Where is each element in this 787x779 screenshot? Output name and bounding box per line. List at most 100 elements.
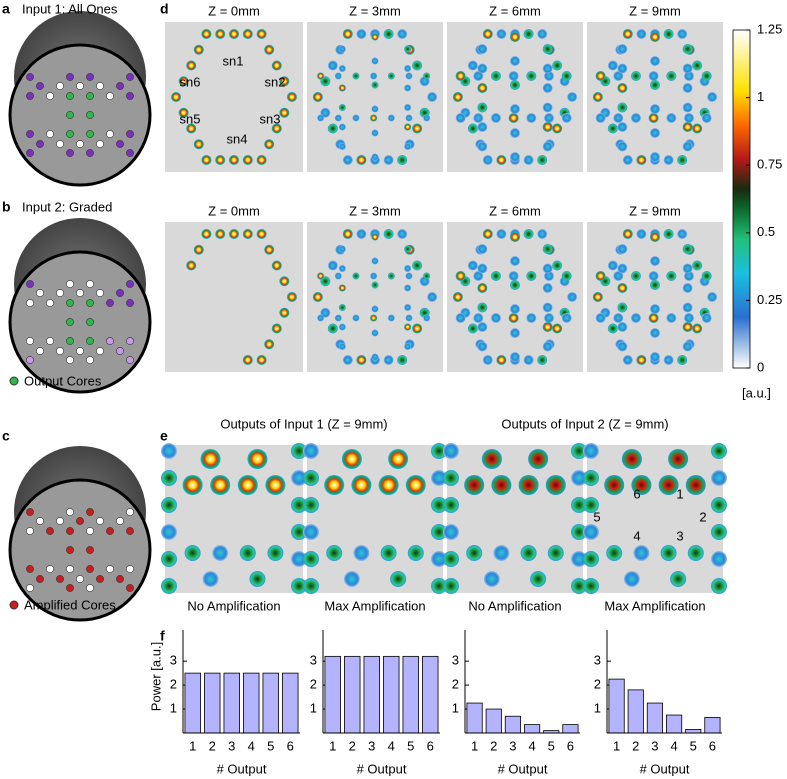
field-spot (684, 271, 694, 281)
core (86, 73, 94, 81)
output-spot (431, 470, 447, 486)
field-spot (186, 260, 197, 271)
output-spot (583, 470, 599, 486)
field-spot (510, 56, 520, 66)
field-spot (338, 65, 346, 72)
fiber-face (8, 250, 152, 394)
field-spot (682, 283, 693, 293)
field-spot (508, 271, 519, 281)
field-spot (334, 72, 342, 80)
field-spot (404, 45, 412, 53)
core (86, 111, 94, 119)
field-spot (338, 123, 346, 131)
field-spot (677, 155, 688, 165)
core (66, 299, 74, 307)
field-spot (327, 323, 338, 334)
output-spot (571, 578, 587, 594)
field-spot (542, 283, 553, 293)
supernode-label: sn3 (260, 111, 281, 126)
field-spot (404, 304, 412, 311)
field-spot (613, 71, 624, 81)
field-spot (215, 229, 226, 239)
panel-letter: b (2, 199, 11, 215)
field-spot (490, 113, 501, 123)
x-tick-label: 3 (651, 738, 658, 753)
output-spot (660, 545, 677, 561)
output-spot (431, 497, 447, 513)
output-spot (161, 497, 177, 513)
core (76, 575, 84, 583)
bar (627, 689, 644, 734)
output-spot (265, 475, 286, 495)
field-spot (544, 313, 554, 323)
field-spot (684, 313, 694, 323)
output-spot (291, 551, 307, 567)
core (66, 149, 74, 157)
field-spot (387, 314, 395, 322)
field-spot (477, 122, 488, 132)
y-tick-label: 3 (594, 653, 601, 668)
core (86, 584, 94, 592)
core (56, 140, 64, 148)
field-spot (404, 143, 412, 150)
field-spot (636, 29, 647, 39)
field-spot (607, 60, 618, 71)
output-spot (443, 470, 459, 486)
field-spot (682, 102, 693, 113)
y-tick-label: 1 (452, 700, 459, 715)
field-spot (327, 60, 338, 71)
field-spot (523, 229, 534, 239)
bar (363, 655, 380, 734)
field-spot (193, 139, 204, 150)
output-spot (493, 545, 510, 561)
field-spot (455, 271, 466, 281)
core (66, 337, 74, 345)
field-spot (510, 256, 520, 266)
x-axis-title: # Output (357, 761, 407, 776)
field-spot (477, 102, 488, 113)
bar (262, 672, 279, 734)
field-spot (338, 104, 346, 111)
field-spot (682, 244, 693, 254)
field-spot (617, 63, 628, 74)
field-spot (352, 314, 360, 322)
output-spot (210, 475, 231, 495)
field-spot (317, 272, 325, 280)
field-spot (482, 29, 493, 39)
caption: No Amplification (187, 598, 280, 613)
core (126, 130, 134, 138)
core (106, 337, 114, 345)
field-spot (592, 292, 603, 302)
core (66, 546, 74, 554)
core (96, 347, 104, 355)
core (66, 73, 74, 81)
field-spot (650, 256, 660, 266)
field-spot (383, 29, 394, 39)
core (86, 337, 94, 345)
output-spot (491, 475, 512, 495)
field-spot (542, 341, 553, 352)
output-spot (571, 443, 587, 459)
output-spot (380, 545, 397, 561)
output-spot (633, 545, 650, 561)
field-spot (542, 63, 553, 74)
field-spot (477, 141, 488, 152)
output-spot (711, 497, 727, 513)
field-spot (317, 314, 325, 322)
field-spot (405, 114, 413, 122)
field-spot (455, 113, 466, 123)
bar (704, 717, 721, 734)
x-axis-title: # Output (498, 761, 548, 776)
x-tick-label: 4 (670, 738, 677, 753)
field-spot (371, 105, 379, 113)
field-spot (617, 44, 628, 54)
field-spot (404, 265, 412, 272)
field-spot (405, 314, 413, 322)
output-spot (161, 443, 177, 459)
field-spot (477, 322, 488, 332)
bar (184, 672, 201, 734)
core (26, 337, 34, 345)
z-label: Z = 6mm (489, 3, 541, 18)
core (76, 140, 84, 148)
field-spot (544, 271, 554, 281)
